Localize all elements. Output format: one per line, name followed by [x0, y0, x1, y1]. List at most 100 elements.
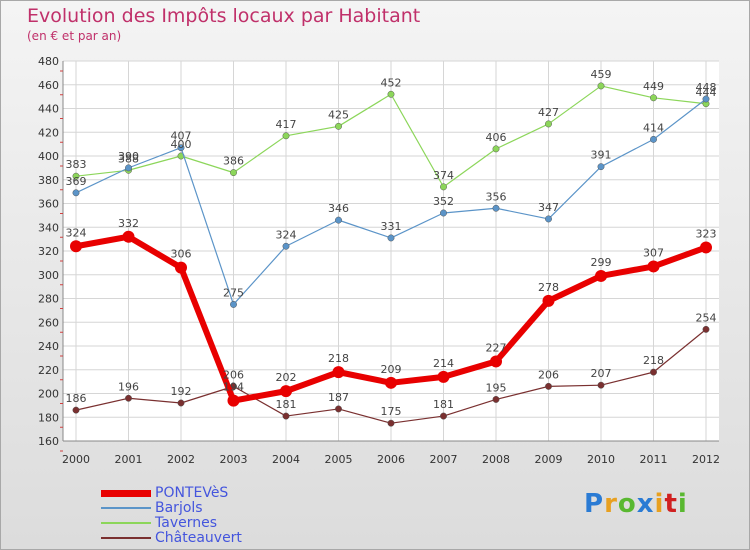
data-label: 196 [118, 380, 139, 393]
data-point [125, 394, 132, 402]
data-point [387, 234, 395, 242]
x-tick-label: 2012 [692, 453, 720, 466]
y-tick-label: 240 [38, 340, 59, 353]
x-tick-label: 2004 [272, 453, 300, 466]
x-tick-label: 2008 [482, 453, 510, 466]
legend-swatch [101, 507, 151, 509]
y-tick-label: 360 [38, 198, 59, 211]
data-label: 218 [643, 354, 664, 367]
data-point [282, 242, 290, 250]
data-label: 331 [381, 220, 402, 233]
data-label: 352 [433, 195, 454, 208]
data-point [282, 132, 290, 140]
data-point [230, 169, 237, 177]
x-tick-label: 2005 [325, 453, 353, 466]
y-tick-label: 220 [38, 364, 59, 377]
legend-label: Châteauvert [155, 530, 242, 546]
data-point [597, 82, 605, 90]
data-point [282, 412, 290, 420]
data-point [647, 260, 660, 273]
data-label: 425 [328, 108, 349, 121]
data-point [335, 216, 342, 224]
data-label: 369 [66, 175, 87, 188]
logo-letter: i [677, 489, 688, 519]
legend-swatch [101, 537, 151, 539]
data-label: 299 [591, 256, 612, 269]
legend-item: Tavernes [101, 515, 217, 531]
y-tick-label: 320 [38, 245, 59, 258]
data-point [437, 370, 450, 383]
data-label: 414 [643, 121, 664, 134]
data-label: 391 [591, 149, 612, 162]
data-point [125, 164, 132, 172]
data-label: 323 [696, 227, 717, 240]
data-label: 306 [171, 248, 192, 261]
data-point [700, 241, 712, 254]
data-point [230, 300, 237, 308]
data-point [332, 366, 345, 379]
logo-letter: o [617, 489, 637, 519]
data-label: 181 [276, 398, 297, 411]
data-point [492, 145, 500, 153]
data-point [177, 399, 185, 407]
logo-letter: t [664, 489, 678, 519]
legend-swatch [101, 489, 151, 497]
y-tick-label: 400 [38, 150, 59, 163]
data-label: 452 [381, 76, 402, 89]
x-tick-label: 2011 [640, 453, 668, 466]
data-label: 278 [538, 281, 559, 294]
data-point [70, 240, 82, 253]
logo-letter: x [636, 489, 655, 519]
y-tick-label: 340 [38, 221, 59, 234]
chart-title: Evolution des Impôts locaux par Habitant [27, 5, 421, 27]
data-label: 214 [433, 357, 454, 370]
data-label: 207 [591, 367, 612, 380]
x-tick-label: 2006 [377, 453, 405, 466]
y-tick-label: 460 [38, 79, 59, 92]
data-point [72, 189, 80, 197]
data-point [490, 355, 502, 368]
data-point [492, 204, 500, 212]
data-label: 254 [696, 311, 717, 324]
data-label: 427 [538, 106, 559, 119]
data-point [650, 94, 657, 102]
data-point [650, 368, 657, 376]
data-point [650, 135, 657, 143]
data-label: 206 [538, 368, 559, 381]
data-point [72, 406, 80, 414]
data-label: 444 [696, 86, 717, 99]
legend-item: Châteauvert [101, 530, 242, 546]
data-point [492, 395, 500, 403]
data-label: 356 [486, 190, 507, 203]
data-label: 459 [591, 68, 612, 81]
data-label: 346 [328, 202, 349, 215]
data-label: 194 [223, 381, 244, 394]
x-tick-label: 2000 [62, 453, 90, 466]
x-tick-label: 2001 [115, 453, 143, 466]
data-label: 175 [381, 405, 402, 418]
legend-label: Barjols [155, 500, 203, 516]
data-label: 388 [118, 152, 139, 165]
legend-item: Barjols [101, 500, 203, 516]
data-point [335, 122, 342, 130]
data-point [177, 144, 185, 152]
data-label: 324 [276, 228, 297, 241]
data-point [175, 261, 187, 274]
y-tick-label: 200 [38, 388, 59, 401]
y-tick-label: 480 [38, 55, 59, 68]
data-point [702, 95, 710, 103]
data-label: 332 [118, 217, 139, 230]
data-point [385, 376, 397, 389]
x-tick-label: 2010 [587, 453, 615, 466]
data-label: 275 [223, 286, 244, 299]
data-label: 449 [643, 80, 664, 93]
data-label: 386 [223, 155, 244, 168]
data-label: 192 [171, 385, 192, 398]
data-label: 307 [643, 246, 664, 259]
data-label: 383 [66, 158, 87, 171]
data-label: 374 [433, 169, 454, 182]
data-point [440, 209, 447, 217]
logo-letter: r [604, 489, 618, 519]
data-label: 195 [486, 381, 507, 394]
